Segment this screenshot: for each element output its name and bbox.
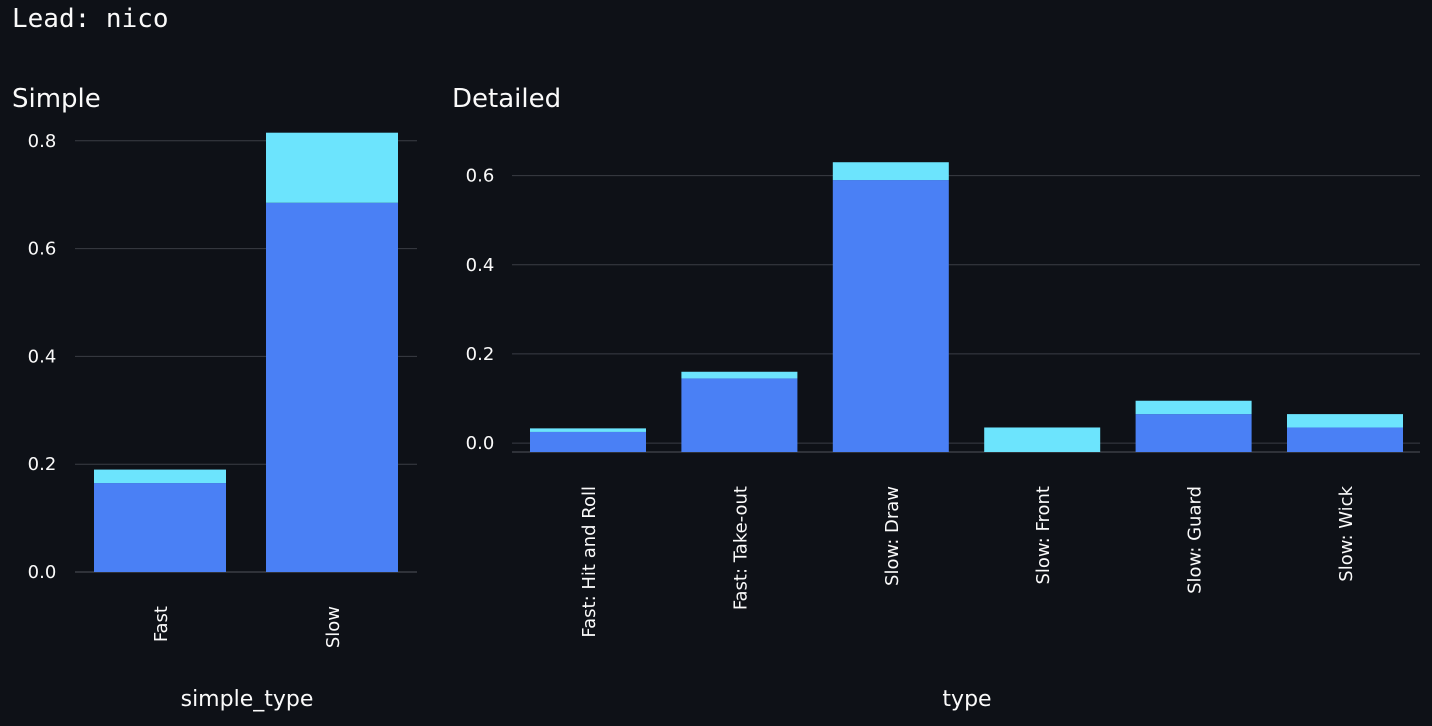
simple-bar-primary: [94, 483, 226, 572]
simple-bar-secondary: [266, 132, 398, 203]
detailed-bar-secondary: [681, 371, 798, 379]
detailed-bar-secondary: [984, 427, 1101, 452]
simple-y-tick-label: 0.2: [28, 454, 57, 475]
detailed-bar-secondary: [1135, 400, 1252, 415]
detailed-bar-secondary: [1287, 414, 1403, 428]
simple-y-tick-label: 0.0: [28, 562, 57, 583]
detailed-x-tick-label: Fast: Hit and Roll: [579, 486, 600, 638]
simple-bar-primary: [266, 202, 398, 572]
lead-label: Lead: nico: [12, 4, 169, 34]
detailed-chart-title: Detailed: [452, 84, 562, 114]
detailed-y-tick-label: 0.4: [466, 255, 495, 276]
detailed-y-tick-label: 0.6: [466, 166, 495, 187]
detailed-bar-primary: [832, 180, 949, 452]
detailed-bar-secondary: [832, 162, 949, 181]
simple-y-tick-label: 0.8: [28, 131, 57, 152]
detailed-y-tick-label: 0.2: [466, 344, 495, 365]
detailed-x-axis-title: type: [942, 687, 991, 712]
detailed-bar-primary: [681, 378, 798, 452]
detailed-bar-secondary: [530, 428, 646, 432]
detailed-bar-primary: [530, 431, 646, 452]
detailed-bar-primary: [1135, 414, 1252, 452]
detailed-x-tick-label: Slow: Wick: [1336, 485, 1357, 581]
detailed-x-tick-label: Slow: Guard: [1185, 486, 1206, 594]
detailed-y-tick-label: 0.0: [466, 433, 495, 454]
detailed-x-tick-label: Slow: Front: [1033, 486, 1054, 585]
simple-y-tick-label: 0.6: [28, 239, 57, 260]
simple-chart-title: Simple: [12, 84, 101, 114]
simple-y-tick-label: 0.4: [28, 346, 57, 367]
detailed-x-tick-label: Slow: Draw: [882, 486, 903, 586]
simple-x-axis-title: simple_type: [181, 687, 314, 712]
simple-bar-secondary: [94, 469, 226, 484]
simple-x-tick-label: Fast: [151, 606, 172, 642]
detailed-bar-primary: [1287, 427, 1403, 452]
detailed-x-tick-label: Fast: Take-out: [730, 486, 751, 610]
simple-x-tick-label: Slow: [323, 606, 344, 648]
